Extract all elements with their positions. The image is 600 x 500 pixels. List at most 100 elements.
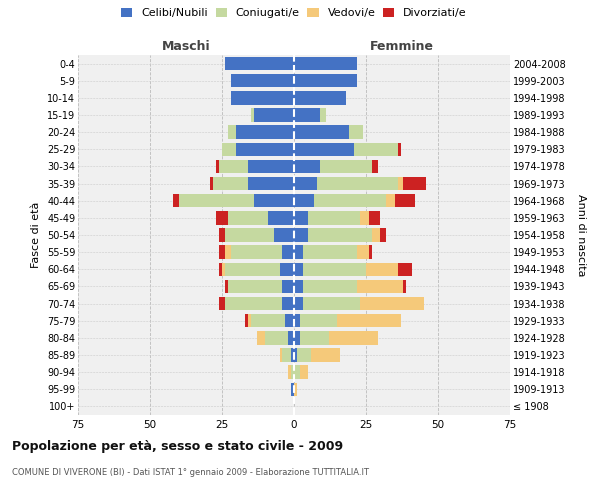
Bar: [280, 348, 283, 362]
Bar: [248, 177, 294, 190]
Bar: [228, 126, 236, 139]
Text: COMUNE DI VIVERONE (BI) - Dati ISTAT 1° gennaio 2009 - Elaborazione TUTTITALIA.I: COMUNE DI VIVERONE (BI) - Dati ISTAT 1° …: [12, 468, 369, 477]
Bar: [219, 262, 222, 276]
Bar: [248, 314, 251, 328]
Bar: [216, 160, 219, 173]
Bar: [294, 297, 302, 310]
Bar: [214, 177, 248, 190]
Bar: [225, 262, 280, 276]
Bar: [225, 280, 228, 293]
Bar: [228, 211, 268, 224]
Bar: [288, 366, 291, 379]
Bar: [294, 366, 300, 379]
Bar: [302, 246, 358, 259]
Bar: [358, 246, 369, 259]
Bar: [179, 194, 254, 207]
Bar: [294, 228, 308, 241]
Bar: [369, 246, 372, 259]
Bar: [254, 108, 294, 122]
Bar: [314, 194, 386, 207]
Bar: [403, 177, 427, 190]
Bar: [329, 331, 377, 344]
Bar: [398, 142, 401, 156]
Bar: [320, 108, 326, 122]
Bar: [355, 142, 398, 156]
Bar: [372, 160, 377, 173]
Bar: [219, 246, 225, 259]
Bar: [265, 331, 288, 344]
Bar: [230, 91, 294, 104]
Bar: [251, 108, 254, 122]
Bar: [320, 160, 372, 173]
Y-axis label: Fasce di età: Fasce di età: [31, 202, 41, 268]
Bar: [297, 348, 311, 362]
Bar: [216, 211, 228, 224]
Bar: [283, 297, 294, 310]
Bar: [294, 108, 320, 122]
Bar: [294, 142, 355, 156]
Text: Maschi: Maschi: [161, 40, 211, 52]
Bar: [248, 160, 294, 173]
Bar: [294, 211, 308, 224]
Bar: [311, 348, 340, 362]
Bar: [398, 177, 403, 190]
Bar: [302, 280, 358, 293]
Bar: [230, 246, 283, 259]
Bar: [225, 228, 274, 241]
Bar: [225, 297, 283, 310]
Bar: [236, 126, 294, 139]
Bar: [308, 211, 360, 224]
Bar: [219, 297, 225, 310]
Bar: [225, 246, 230, 259]
Text: Femmine: Femmine: [370, 40, 434, 52]
Bar: [280, 262, 294, 276]
Bar: [225, 57, 294, 70]
Bar: [294, 280, 302, 293]
Bar: [294, 91, 346, 104]
Bar: [294, 74, 358, 88]
Bar: [403, 280, 406, 293]
Bar: [294, 160, 320, 173]
Bar: [360, 297, 424, 310]
Bar: [222, 142, 236, 156]
Bar: [395, 194, 415, 207]
Bar: [291, 348, 294, 362]
Bar: [230, 74, 294, 88]
Text: Popolazione per età, sesso e stato civile - 2009: Popolazione per età, sesso e stato civil…: [12, 440, 343, 453]
Legend: Celibi/Nubili, Coniugati/e, Vedovi/e, Divorziati/e: Celibi/Nubili, Coniugati/e, Vedovi/e, Di…: [119, 6, 469, 20]
Bar: [222, 262, 225, 276]
Bar: [300, 331, 329, 344]
Bar: [300, 314, 337, 328]
Bar: [254, 194, 294, 207]
Bar: [317, 177, 398, 190]
Bar: [219, 228, 225, 241]
Bar: [369, 211, 380, 224]
Bar: [274, 228, 294, 241]
Bar: [366, 262, 398, 276]
Bar: [302, 297, 360, 310]
Bar: [251, 314, 286, 328]
Bar: [386, 194, 395, 207]
Bar: [337, 314, 401, 328]
Bar: [294, 57, 358, 70]
Bar: [294, 348, 297, 362]
Bar: [228, 280, 283, 293]
Bar: [302, 262, 366, 276]
Bar: [173, 194, 179, 207]
Bar: [283, 348, 291, 362]
Bar: [372, 228, 380, 241]
Bar: [286, 314, 294, 328]
Bar: [291, 382, 294, 396]
Bar: [288, 331, 294, 344]
Bar: [360, 211, 369, 224]
Bar: [294, 382, 297, 396]
Bar: [308, 228, 372, 241]
Bar: [294, 262, 302, 276]
Bar: [380, 228, 386, 241]
Bar: [294, 246, 302, 259]
Bar: [283, 280, 294, 293]
Bar: [358, 280, 403, 293]
Bar: [294, 194, 314, 207]
Bar: [294, 314, 300, 328]
Bar: [257, 331, 265, 344]
